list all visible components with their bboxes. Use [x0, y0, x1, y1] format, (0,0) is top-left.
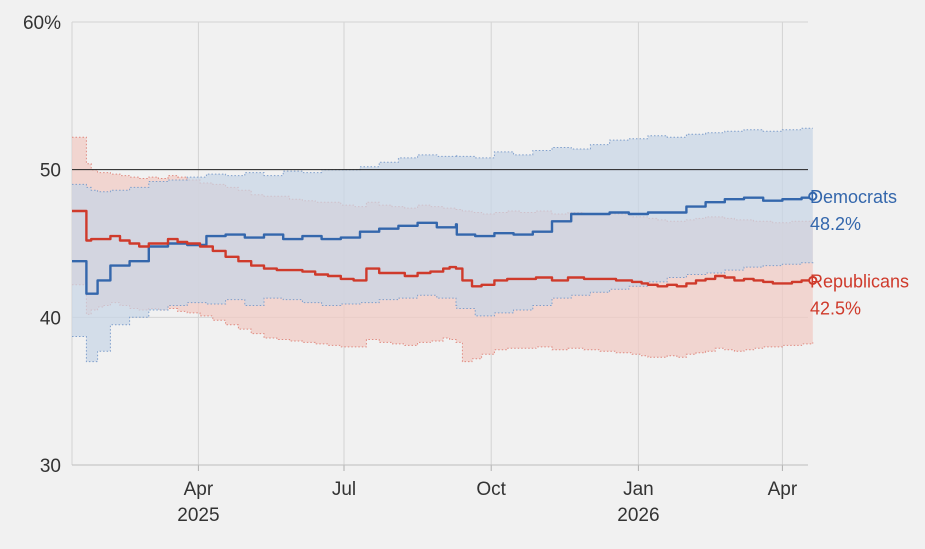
x-tick-label-4: Apr: [768, 479, 798, 500]
x-tick-label-2: Oct: [476, 479, 506, 500]
democrats-series-label: Democrats: [810, 187, 897, 207]
series-lines: [72, 191, 818, 295]
republicans-value-label: 42.5%: [810, 298, 861, 318]
label-layer: 60% 50 40 30 Apr 2025 Jul Oct Jan 2026 Apr Democrat…: [23, 13, 909, 526]
democrats-confidence-band: [72, 128, 813, 362]
republicans-end-marker: [808, 275, 818, 286]
x-tick-year-3: 2026: [617, 505, 659, 526]
republicans-line: [72, 209, 813, 288]
republicans-band-upper-edge: [72, 136, 814, 224]
x-tick-label-0: Apr: [184, 479, 214, 500]
democrats-end-marker: [808, 191, 818, 201]
republicans-series-label: Republicans: [810, 271, 909, 291]
y-tick-label-30: 30: [40, 456, 61, 477]
confidence-bands: [72, 127, 814, 363]
y-tick-label-40: 40: [40, 308, 61, 329]
x-tick-label-1: Jul: [332, 479, 356, 500]
y-tick-label-60: 60%: [23, 13, 61, 34]
x-tick-label-3: Jan: [623, 479, 654, 500]
y-tick-label-50: 50: [40, 161, 61, 182]
democrats-value-label: 48.2%: [810, 214, 861, 234]
x-tick-year-0: 2025: [177, 505, 219, 526]
